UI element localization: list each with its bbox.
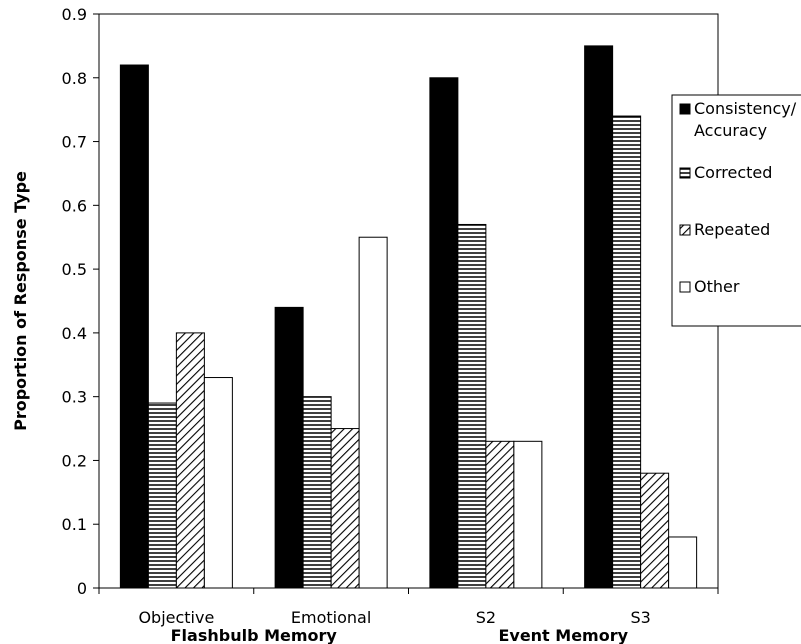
x-tick-label: Emotional bbox=[291, 608, 371, 627]
y-axis: 0 0.1 0.2 0.3 0.4 0.5 0.6 0.7 0.8 0.9 bbox=[62, 5, 99, 598]
legend-box bbox=[671, 94, 801, 327]
legend-label: Other bbox=[694, 277, 740, 296]
legend-label: Corrected bbox=[694, 163, 772, 182]
bars bbox=[119, 45, 698, 589]
x-tick-label: Objective bbox=[138, 608, 214, 627]
legend-swatch-solid bbox=[679, 103, 691, 115]
bar-diagonal-lines-objective bbox=[175, 332, 205, 589]
group-label: Flashbulb Memory bbox=[171, 626, 338, 644]
legend-swatch-white bbox=[679, 281, 691, 293]
y-tick-label: 0 bbox=[77, 579, 87, 598]
bar-white-emotional bbox=[358, 236, 388, 589]
y-tick-label: 0.1 bbox=[62, 515, 87, 534]
y-tick-label: 0.7 bbox=[62, 133, 87, 152]
legend: Consistency/Accuracy Corrected Repeated Oth… bbox=[671, 94, 801, 327]
group-label: Event Memory bbox=[498, 626, 628, 644]
legend-label: Repeated bbox=[694, 220, 770, 239]
x-tick-label: S2 bbox=[476, 608, 496, 627]
x-axis: Objective Emotional S2 S3 Flashbulb Memory Ev… bbox=[98, 588, 719, 644]
bar-white-objective bbox=[203, 377, 233, 589]
bar-diagonal-lines-emotional bbox=[330, 428, 360, 589]
bar-horizontal-lines-emotional bbox=[302, 396, 332, 589]
legend-swatch-horizontal-lines bbox=[679, 167, 691, 179]
bar-diagonal-lines-s3 bbox=[640, 472, 670, 589]
bar-diagonal-lines-s2 bbox=[485, 440, 515, 589]
bar-horizontal-lines-s2 bbox=[457, 223, 487, 589]
y-tick-label: 0.2 bbox=[62, 451, 87, 470]
bar-white-s2 bbox=[513, 440, 543, 589]
legend-swatch-diagonal-lines bbox=[679, 224, 691, 236]
bar-solid-s2 bbox=[429, 77, 459, 589]
y-tick-label: 0.5 bbox=[62, 260, 87, 279]
y-tick-label: 0.4 bbox=[62, 324, 87, 343]
legend-label: Consistency/Accuracy bbox=[694, 99, 797, 140]
x-tick-label: S3 bbox=[630, 608, 650, 627]
y-axis-label: Proportion of Response Type bbox=[11, 171, 30, 431]
y-tick-label: 0.3 bbox=[62, 388, 87, 407]
bar-white-s3 bbox=[668, 536, 698, 589]
y-tick-label: 0.6 bbox=[62, 196, 87, 215]
y-tick-label: 0.9 bbox=[62, 5, 87, 24]
bar-horizontal-lines-objective bbox=[147, 402, 177, 589]
y-tick-label: 0.8 bbox=[62, 69, 87, 88]
bar-solid-objective bbox=[119, 64, 149, 589]
bar-horizontal-lines-s3 bbox=[612, 115, 642, 589]
bar-solid-emotional bbox=[274, 306, 304, 589]
bar-solid-s3 bbox=[584, 45, 614, 589]
